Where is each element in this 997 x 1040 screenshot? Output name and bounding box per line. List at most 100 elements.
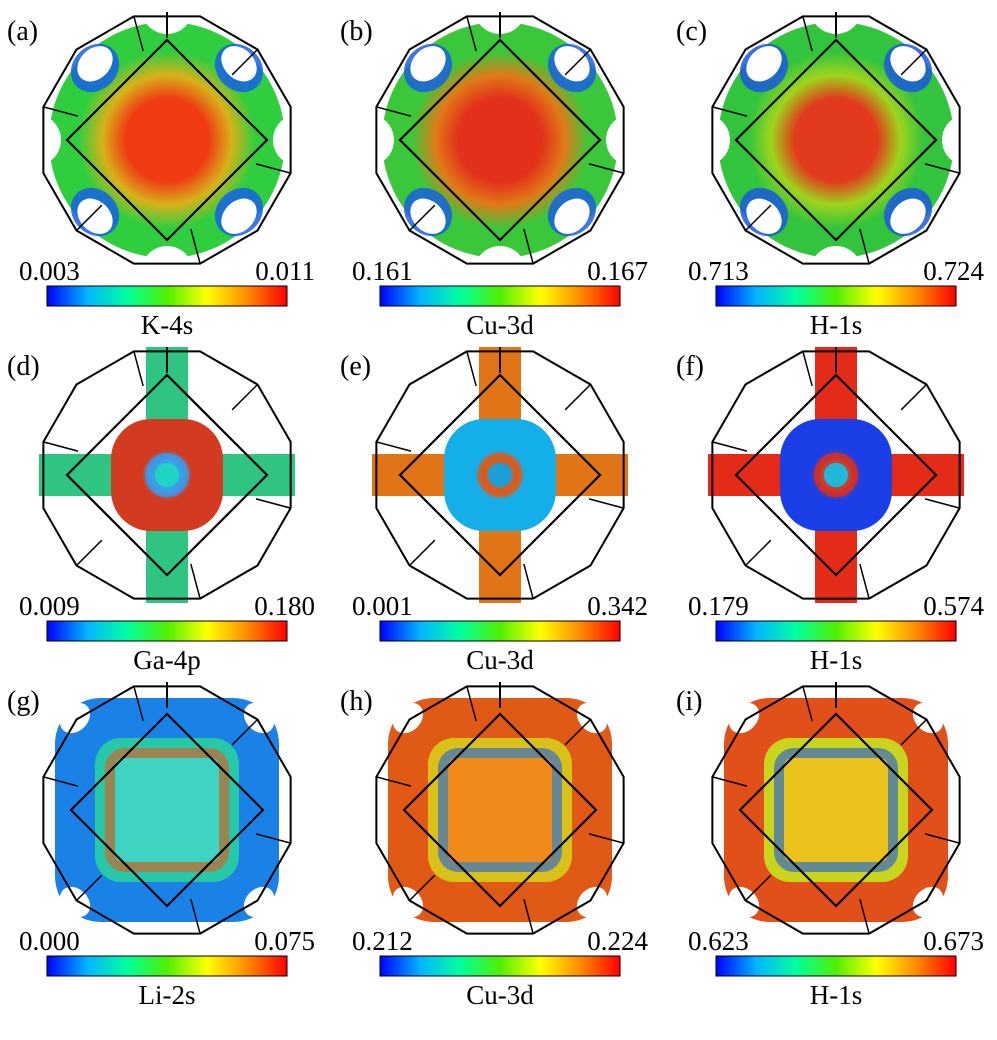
bz-edge (231, 718, 259, 746)
bz-edge (859, 563, 870, 599)
bz-diamond (398, 373, 602, 577)
inner-box (448, 758, 552, 862)
pocket-hole (77, 46, 113, 82)
colorbar-min: 0.003 (19, 256, 80, 286)
orbital-label: Li-2s (139, 980, 196, 1010)
pocket-hole (410, 46, 446, 82)
bz-edge (744, 539, 772, 567)
bz-diamond (69, 712, 265, 908)
bz-edge (564, 718, 592, 746)
bz-edge (712, 106, 748, 117)
pocket-hole (746, 46, 782, 82)
bz-edge (255, 163, 291, 174)
bz-edge (43, 441, 79, 452)
bz-edge (564, 383, 592, 411)
colorbar (715, 285, 957, 307)
colorbar (715, 955, 957, 977)
panel-label: (g) (7, 686, 40, 717)
panel: (b) 0.161 0.167 Cu-3d (340, 0, 658, 340)
panel-label: (i) (676, 686, 702, 717)
bz-edge (588, 833, 624, 844)
bz-edge (900, 383, 928, 411)
pocket-hole (576, 886, 608, 918)
bz-edge (133, 686, 144, 722)
orbital-label: Cu-3d (466, 980, 534, 1010)
bz-edge (408, 204, 436, 232)
bz-edge (802, 351, 813, 387)
inner-box (784, 758, 888, 862)
bz-edge (924, 833, 960, 844)
colorbar-min: 0.179 (688, 591, 749, 621)
bz-edge (900, 718, 928, 746)
bz-diamond (734, 38, 938, 242)
pocket-hole (392, 702, 424, 734)
panel: (g) 0.000 0.075 Li-2s (7, 682, 315, 1010)
bz-edge (376, 106, 412, 117)
surface-gap (810, 246, 862, 298)
panel-label: (h) (340, 686, 373, 717)
orbital-label: H-1s (810, 310, 863, 340)
pocket-hole (746, 198, 782, 234)
bz-diamond (65, 373, 269, 577)
colorbar-max: 0.724 (923, 256, 984, 286)
bz-edge (408, 874, 436, 902)
bz-edge (466, 16, 477, 52)
sphere-core (155, 463, 179, 487)
bz-edge (712, 776, 748, 787)
colorbar-min: 0.161 (352, 256, 413, 286)
orbital-label: Cu-3d (466, 645, 534, 675)
bz-diamond (402, 712, 598, 908)
colorbar-max: 0.673 (923, 926, 984, 956)
panel-label: (f) (676, 351, 704, 382)
bz-edge (133, 351, 144, 387)
panel: (f) 0.179 0.574 H-1s (676, 347, 985, 675)
surface-gap (9, 114, 61, 166)
pocket-hole (410, 198, 446, 234)
bz-edge (231, 383, 259, 411)
bz-edge (75, 874, 103, 902)
colorbar (379, 620, 621, 642)
bz-edge (924, 163, 960, 174)
bz-edge (859, 228, 870, 264)
panel: (i) 0.623 0.673 H-1s (676, 682, 984, 1010)
surface-gap (342, 114, 394, 166)
colorbar (379, 955, 621, 977)
bz-diamond (738, 712, 934, 908)
pocket-hole (554, 198, 590, 234)
pocket-hole (728, 702, 760, 734)
orbital-label: H-1s (810, 980, 863, 1010)
colorbar (46, 955, 288, 977)
bz-edge (588, 163, 624, 174)
colorbar (715, 620, 957, 642)
bz-edge (43, 106, 79, 117)
colorbar (46, 285, 288, 307)
colorbar-min: 0.212 (352, 926, 413, 956)
surface-gap (606, 114, 658, 166)
colorbar-max: 0.011 (255, 256, 315, 286)
colorbar-max: 0.180 (254, 591, 315, 621)
colorbar-min: 0.009 (19, 591, 80, 621)
panel: (c) 0.713 0.724 H-1s (676, 0, 994, 340)
bz-edge (231, 48, 259, 76)
surface-gap (141, 246, 193, 298)
bz-edge (802, 16, 813, 52)
bz-edge (75, 204, 103, 232)
bz-edge (924, 498, 960, 509)
panel: (d) 0.009 0.180 Ga-4p (7, 347, 315, 675)
pocket-hole (890, 198, 926, 234)
panel: (h) 0.212 0.224 Cu-3d (340, 682, 649, 1010)
bz-edge (466, 351, 477, 387)
bz-edge (523, 563, 534, 599)
surface-gap (942, 114, 994, 166)
colorbar-max: 0.167 (587, 256, 648, 286)
bz-edge (523, 898, 534, 934)
surface-gap (474, 246, 526, 298)
bz-edge (744, 874, 772, 902)
surface-gap (678, 114, 730, 166)
sphere-core (824, 463, 848, 487)
pocket-hole (912, 886, 944, 918)
pocket-hole (243, 886, 275, 918)
orbital-label: Ga-4p (133, 645, 200, 675)
colorbar-min: 0.713 (688, 256, 749, 286)
